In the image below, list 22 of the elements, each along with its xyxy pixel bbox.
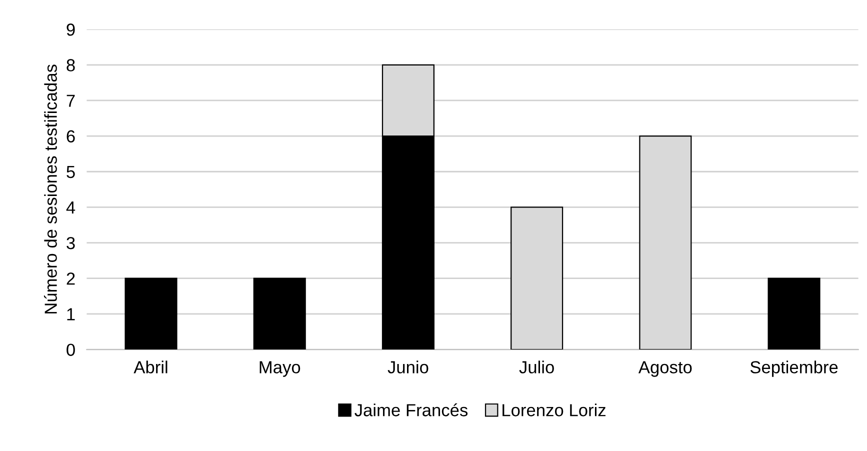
y-tick-label: 9 bbox=[66, 23, 75, 36]
x-tick-label: Agosto bbox=[638, 361, 692, 377]
y-axis-title: Número de sesiones testificadas bbox=[44, 64, 57, 314]
x-tick-label: Julio bbox=[519, 360, 554, 374]
y-tick-label: 2 bbox=[66, 272, 75, 285]
legend-label: Jaime Francés bbox=[354, 403, 468, 416]
y-tick-label: 0 bbox=[66, 344, 75, 356]
bar bbox=[768, 278, 820, 350]
legend-label: Lorenzo Loriz bbox=[502, 404, 606, 416]
y-tick-label: 4 bbox=[66, 202, 76, 214]
y-tick-label: 8 bbox=[66, 59, 75, 72]
y-tick-label: 1 bbox=[67, 308, 75, 320]
x-tick-label: Mayo bbox=[260, 361, 300, 377]
y-tick-label: 7 bbox=[66, 94, 75, 107]
y-tick-label: 3 bbox=[66, 236, 75, 250]
y-tick-label: 6 bbox=[66, 130, 75, 143]
bar bbox=[253, 278, 306, 350]
x-tick-label: Septiembre bbox=[750, 360, 838, 377]
x-tick-label: Abril bbox=[134, 360, 168, 374]
bar bbox=[124, 278, 178, 350]
x-tick-label: Junio bbox=[388, 360, 428, 374]
y-tick-label: 5 bbox=[66, 166, 75, 178]
